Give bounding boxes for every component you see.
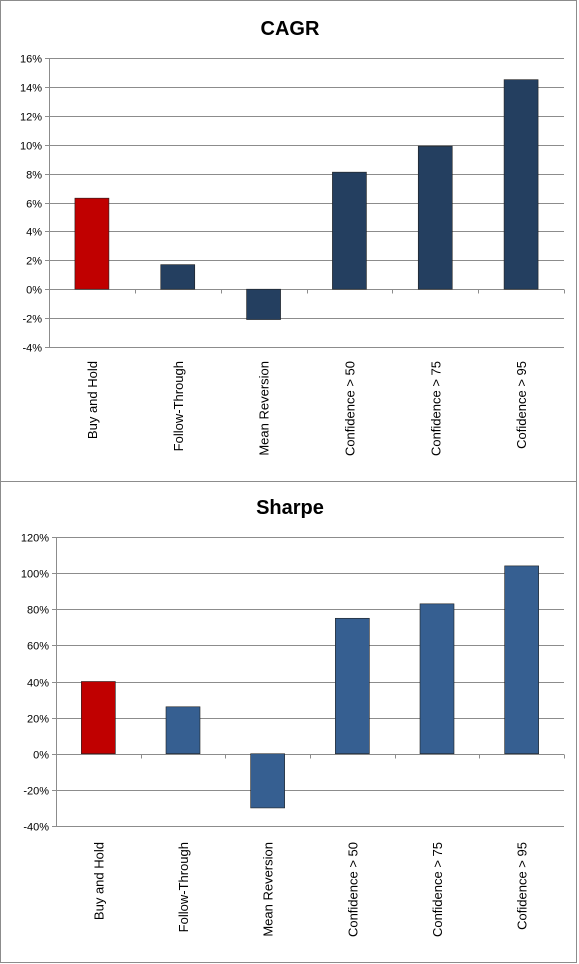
category-label: Follow-Through — [176, 842, 191, 932]
y-tick-label: 120% — [21, 533, 49, 545]
cagr-chart-panel: CAGR -4% -2% 0% 2% 4% 6% 8% 10% 12% 14% 16% Buy and… — [0, 0, 577, 482]
bar-follow-through — [160, 264, 196, 290]
y-tick-label: 40% — [27, 678, 49, 690]
bar-mean-reversion — [246, 288, 281, 320]
y-tick-label: -2% — [22, 314, 42, 326]
bar-buy-and-hold — [74, 197, 110, 290]
sharpe-chart-panel: Sharpe -40% -20% 0% 20% 40% 60% 80% 100% 120% Buy… — [0, 481, 577, 963]
category-label: Confidence > 75 — [428, 361, 443, 456]
y-tick-label: 14% — [20, 83, 42, 95]
category-label: Cofidence > 95 — [515, 842, 530, 930]
category-label: Follow-Through — [171, 361, 186, 451]
category-label: Confidence > 50 — [342, 361, 357, 456]
y-tick-label: 20% — [27, 714, 49, 726]
y-tick-label: 0% — [26, 285, 42, 297]
chart-title: CAGR — [261, 18, 320, 40]
y-tick-label: 80% — [27, 605, 49, 617]
category-label: Confidence > 75 — [430, 842, 445, 937]
y-tick-label: -40% — [23, 822, 49, 834]
bar-confidence-50 — [332, 171, 367, 290]
bar-confidence-50 — [335, 617, 370, 755]
y-tick-label: 60% — [27, 641, 49, 653]
y-tick-label: -20% — [23, 786, 49, 798]
chart-title: Sharpe — [256, 497, 324, 519]
bar-cofidence-95 — [503, 79, 539, 290]
bar-follow-through — [165, 706, 201, 755]
y-tick-label: 6% — [26, 199, 42, 211]
category-label: Mean Reversion — [261, 842, 276, 937]
y-tick-label: 2% — [26, 256, 42, 268]
bar-mean-reversion — [250, 753, 285, 809]
cagr-chart: CAGR -4% -2% 0% 2% 4% 6% 8% 10% 12% 14% 16% Buy and… — [20, 18, 565, 456]
y-tick-label: 4% — [26, 227, 42, 239]
y-tick-label: 0% — [33, 750, 49, 762]
bar-buy-and-hold — [81, 681, 116, 755]
y-tick-label: 8% — [26, 170, 42, 182]
y-tick-label: 16% — [20, 54, 42, 66]
bar-confidence-75 — [417, 145, 453, 290]
category-label: Buy and Hold — [91, 842, 106, 920]
category-label: Mean Reversion — [257, 361, 272, 456]
bar-confidence-75 — [419, 603, 455, 755]
category-label: Buy and Hold — [85, 361, 100, 439]
y-tick-label: 12% — [20, 112, 42, 124]
y-tick-label: 100% — [21, 569, 49, 581]
bar-cofidence-95 — [504, 565, 539, 755]
category-label: Confidence > 50 — [345, 842, 360, 937]
y-tick-label: 10% — [20, 141, 42, 153]
sharpe-chart: Sharpe -40% -20% 0% 20% 40% 60% 80% 100% 120% Buy… — [21, 497, 565, 937]
category-label: Cofidence > 95 — [514, 361, 529, 449]
y-tick-label: -4% — [22, 343, 42, 355]
